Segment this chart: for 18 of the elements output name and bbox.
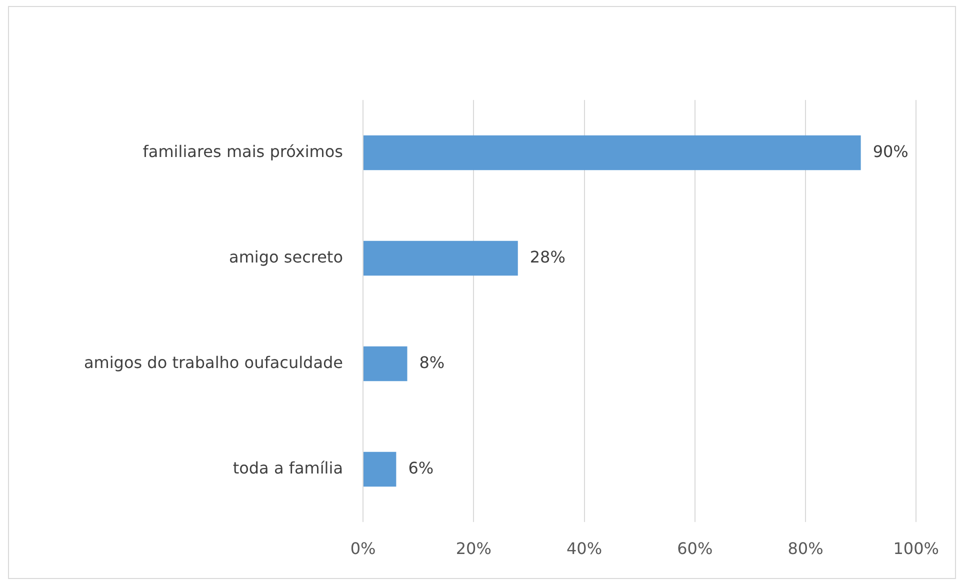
bar — [364, 346, 408, 382]
y-tick-label: toda a família — [232, 458, 343, 478]
x-tick-label: 100% — [893, 538, 940, 558]
y-tick-label: familiares mais próximos — [142, 142, 343, 161]
data-label: 6% — [408, 458, 434, 478]
data-label: 90% — [872, 142, 908, 161]
x-tick-label: 0% — [350, 538, 376, 558]
bar — [364, 135, 861, 170]
x-tick-label: 60% — [677, 538, 713, 558]
y-tick-label: amigo secreto — [229, 247, 343, 266]
x-tick-label: 80% — [788, 538, 824, 558]
bar — [364, 240, 518, 276]
bar — [364, 452, 396, 487]
y-tick-label: amigos do trabalho oufaculdade — [84, 352, 343, 372]
x-tick-label: 40% — [566, 538, 602, 558]
data-label: 8% — [419, 352, 445, 372]
x-tick-label: 20% — [456, 538, 492, 558]
data-label: 28% — [530, 247, 566, 266]
